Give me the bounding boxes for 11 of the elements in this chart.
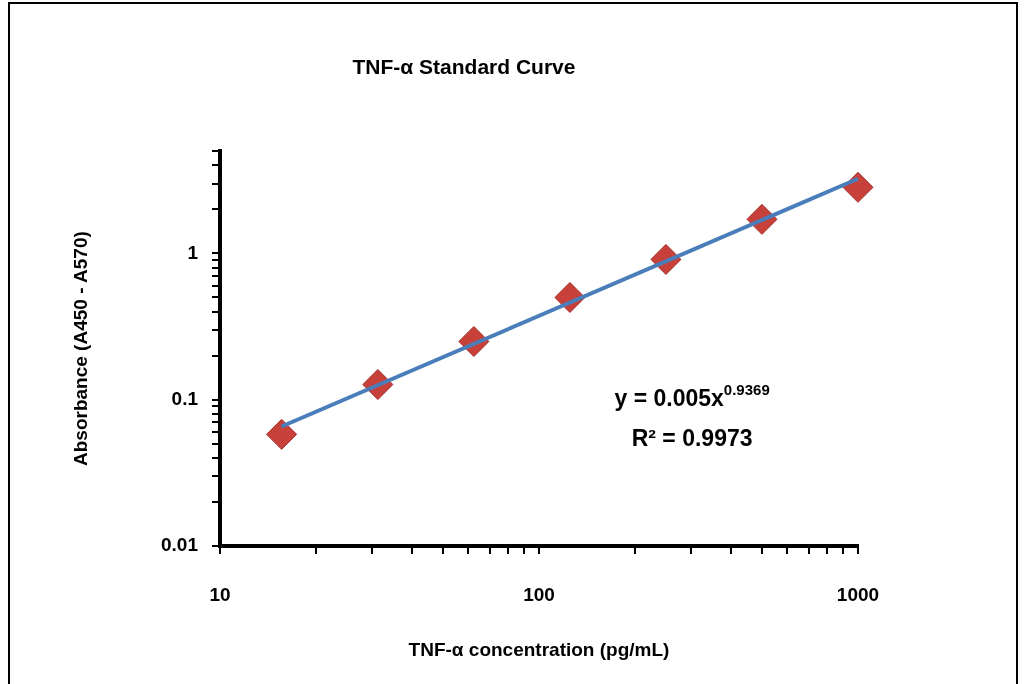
y-axis-title: Absorbance (A450 - A570) xyxy=(69,231,91,466)
x-tick-label: 10 xyxy=(209,583,231,605)
x-axis-title: TNF-α concentration (pg/mL) xyxy=(408,638,670,660)
annotation: R² = 0.9973 xyxy=(631,425,753,452)
y-tick-label: 0.1 xyxy=(171,387,199,409)
point xyxy=(266,418,298,450)
x-tick-label: 1000 xyxy=(836,583,880,605)
y-tick-label: 0.01 xyxy=(161,534,199,556)
chart-title: TNF-α Standard Curve xyxy=(352,55,576,79)
x-tick-label: 100 xyxy=(523,583,555,605)
y-tick-label: 1 xyxy=(187,241,199,263)
